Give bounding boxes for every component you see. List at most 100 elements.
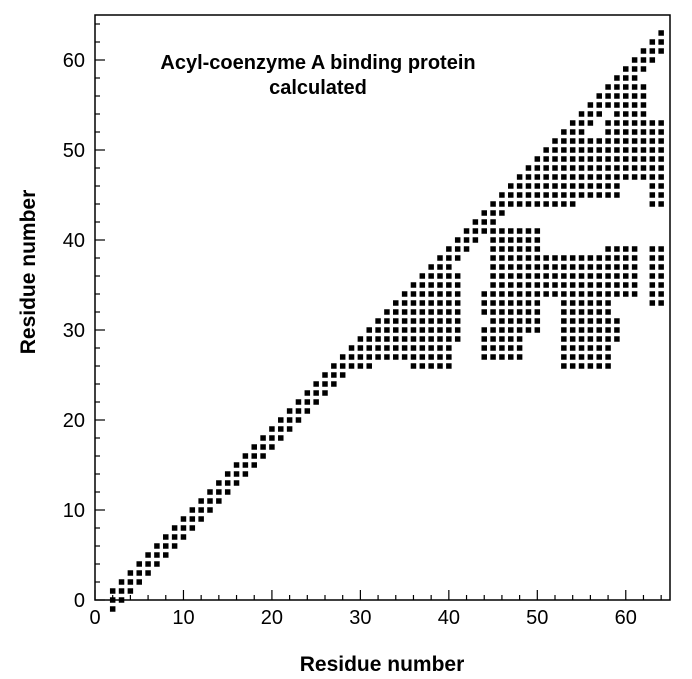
contact-point xyxy=(437,264,443,270)
contact-point xyxy=(242,471,249,477)
contact-point xyxy=(269,435,275,441)
contact-point xyxy=(525,192,532,198)
contact-point xyxy=(109,606,116,612)
contact-point xyxy=(419,309,426,315)
contact-point xyxy=(534,300,541,306)
contact-point xyxy=(623,174,629,180)
contact-point xyxy=(269,426,275,432)
contact-point xyxy=(516,264,523,270)
contact-point xyxy=(658,264,664,270)
contact-point xyxy=(198,516,204,522)
contact-point xyxy=(242,462,249,468)
axis-ticks: 0 10 20 30 40 50 60 0 10 20 30 40 50 60 xyxy=(63,23,662,629)
contact-point xyxy=(446,282,452,288)
contact-point xyxy=(587,327,594,333)
chart-title: Acyl-coenzyme A binding protein xyxy=(160,52,475,74)
contact-point xyxy=(401,345,408,351)
contact-point xyxy=(569,255,576,261)
contact-point xyxy=(428,336,434,342)
chart-subtitle: calculated xyxy=(269,77,367,99)
contact-point xyxy=(339,354,346,360)
contact-point xyxy=(198,507,204,513)
contact-point xyxy=(375,327,381,333)
contact-point xyxy=(578,336,585,342)
contact-point xyxy=(561,282,567,288)
contact-point xyxy=(490,336,496,342)
contact-point xyxy=(605,183,611,189)
contact-point xyxy=(437,336,443,342)
contact-point xyxy=(393,354,399,360)
contact-point xyxy=(136,570,142,576)
contact-point xyxy=(525,318,532,324)
contact-point xyxy=(171,525,178,531)
contact-point xyxy=(578,255,585,261)
contact-point xyxy=(446,246,452,252)
contact-point xyxy=(623,66,629,72)
contact-point xyxy=(605,273,611,279)
contact-point xyxy=(534,318,541,324)
contact-point xyxy=(552,201,558,207)
contact-point xyxy=(658,246,664,252)
contact-point xyxy=(534,309,541,315)
contact-point xyxy=(596,93,602,99)
contact-point xyxy=(428,354,434,360)
contact-point xyxy=(410,354,417,360)
contact-point xyxy=(623,120,629,126)
contact-point xyxy=(587,102,594,108)
contact-point xyxy=(357,345,364,351)
contact-point xyxy=(534,201,541,207)
contact-point xyxy=(446,300,452,306)
contact-point xyxy=(534,183,541,189)
contact-point xyxy=(614,246,620,252)
contact-point xyxy=(640,174,647,180)
contact-point xyxy=(260,453,266,459)
contact-point xyxy=(534,255,541,261)
contact-point xyxy=(631,66,638,72)
contact-point xyxy=(623,156,629,162)
contact-point xyxy=(490,264,496,270)
contact-point xyxy=(499,228,505,234)
contact-point xyxy=(605,165,611,171)
contact-point xyxy=(331,372,337,378)
contact-point xyxy=(578,192,585,198)
contact-point xyxy=(508,246,514,252)
contact-point xyxy=(543,264,549,270)
x-axis-title: Residue number xyxy=(300,653,465,676)
contact-points xyxy=(109,30,664,612)
contact-point xyxy=(154,543,160,549)
contact-point xyxy=(623,93,629,99)
contact-point xyxy=(499,327,505,333)
contact-point xyxy=(569,273,576,279)
contact-point xyxy=(463,228,470,234)
contact-point xyxy=(596,318,602,324)
contact-point xyxy=(145,561,151,567)
contact-point xyxy=(596,165,602,171)
contact-point xyxy=(614,192,620,198)
contact-point xyxy=(508,291,514,297)
contact-point xyxy=(596,102,602,108)
contact-point xyxy=(428,291,434,297)
contact-point xyxy=(516,237,523,243)
contact-point xyxy=(508,237,514,243)
contact-point xyxy=(569,336,576,342)
contact-point xyxy=(596,156,602,162)
contact-point xyxy=(109,588,116,594)
contact-point xyxy=(534,282,541,288)
contact-point xyxy=(614,291,620,297)
contact-point xyxy=(154,552,160,558)
contact-point xyxy=(649,282,656,288)
contact-point xyxy=(658,282,664,288)
contact-point xyxy=(446,264,452,270)
contact-point xyxy=(534,156,541,162)
contact-point xyxy=(605,255,611,261)
contact-point xyxy=(446,255,452,261)
contact-point xyxy=(384,327,390,333)
contact-point xyxy=(446,327,452,333)
contact-point xyxy=(428,282,434,288)
contact-point xyxy=(640,165,647,171)
contact-point xyxy=(552,192,558,198)
contact-point xyxy=(260,435,266,441)
contact-point xyxy=(587,309,594,315)
contact-point xyxy=(596,363,602,369)
contact-point xyxy=(649,246,656,252)
